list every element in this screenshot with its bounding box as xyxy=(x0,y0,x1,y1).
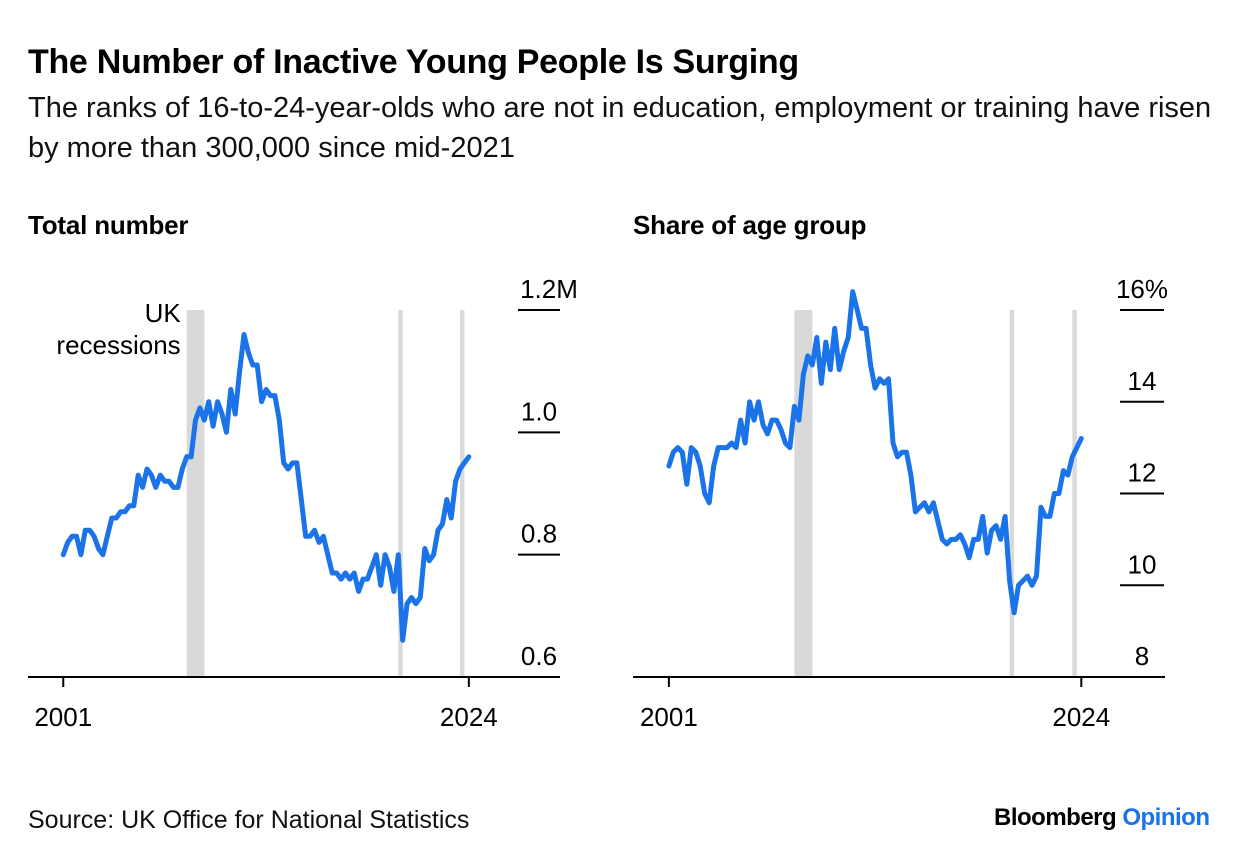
brand-secondary: Opinion xyxy=(1122,804,1210,831)
brand-primary: Bloomberg xyxy=(994,804,1117,831)
recession-annotation-line1: UK xyxy=(145,298,182,328)
y-tick-label: 1.0 xyxy=(521,396,557,426)
recession-band xyxy=(186,310,205,677)
panel-title-share-of-age-group: Share of age group xyxy=(633,210,867,240)
bloomberg-opinion-logo: Bloomberg Opinion xyxy=(994,804,1210,832)
y-tick-label: 0.6 xyxy=(521,641,557,671)
recession-annotation-line2: recessions xyxy=(56,330,180,360)
panel-title-total-number: Total number xyxy=(28,210,189,240)
y-tick-label: 10 xyxy=(1128,549,1157,579)
y-tick-label: 16% xyxy=(1116,274,1168,304)
x-tick-label: 2024 xyxy=(1052,702,1110,732)
chart-title: The Number of Inactive Young People Is S… xyxy=(28,43,799,81)
chart-subtitle: The ranks of 16-to-24-year-olds who are … xyxy=(28,92,1212,164)
y-tick-label: 12 xyxy=(1128,458,1157,488)
y-tick-label: 0.8 xyxy=(521,519,557,549)
series-line xyxy=(60,332,472,643)
recession-band xyxy=(1009,310,1015,677)
y-tick-label: 1.2M xyxy=(520,274,578,304)
series-line xyxy=(666,289,1084,616)
recession-band xyxy=(398,310,403,677)
recession-band xyxy=(1072,310,1077,677)
x-tick-label: 2001 xyxy=(34,702,92,732)
recession-band xyxy=(460,310,465,677)
x-tick-label: 2024 xyxy=(440,702,498,732)
y-tick-label: 8 xyxy=(1135,641,1149,671)
source-note: Source: UK Office for National Statistic… xyxy=(28,806,470,834)
x-tick-label: 2001 xyxy=(640,702,698,732)
chart-panel-2: 8 10 12 14 16% 2001 2024 xyxy=(633,274,1168,732)
y-tick-label: 14 xyxy=(1128,366,1157,396)
